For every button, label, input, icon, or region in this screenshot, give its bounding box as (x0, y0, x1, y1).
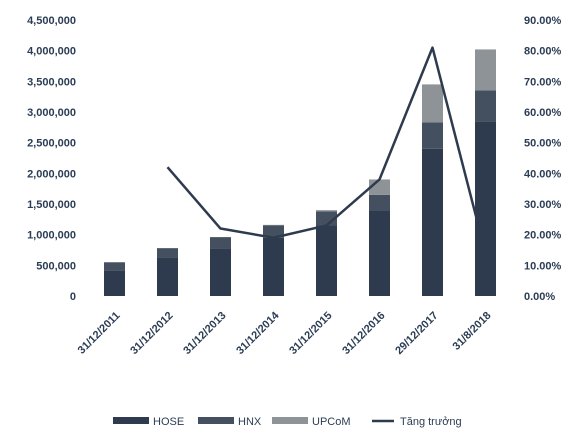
category-label: 31/12/2013 (181, 310, 228, 357)
category-label: 31/12/2012 (128, 310, 175, 357)
category-label: 31/12/2014 (234, 309, 282, 357)
bar-upcom (316, 210, 337, 212)
legend-swatch-hnx (198, 417, 234, 424)
left-tick-label: 4,000,000 (27, 46, 76, 58)
right-tick-label: 60.00% (524, 107, 562, 119)
bar-hose (475, 121, 496, 296)
right-tick-label: 20.00% (524, 230, 562, 242)
right-tick-label: 70.00% (524, 76, 562, 88)
left-tick-label: 3,000,000 (27, 107, 76, 119)
category-label: 31/12/2016 (340, 310, 387, 357)
category-label: 31/12/2011 (76, 310, 123, 357)
right-tick-label: 0.00% (524, 291, 555, 303)
growth-line (166, 46, 487, 254)
left-tick-label: 1,500,000 (27, 199, 76, 211)
bar-hnx (210, 237, 231, 249)
bar-hnx (157, 248, 178, 258)
bar-hnx (369, 194, 390, 211)
right-axis: 0.00% 10.00% 20.00% 30.00% 40.00% 50.00% 60.00… (524, 15, 562, 303)
legend-label: UPCoM (312, 416, 351, 428)
category-label: 31/8/2018 (451, 310, 494, 353)
left-tick-label: 500,000 (36, 260, 76, 272)
left-tick-label: 4,500,000 (27, 15, 76, 27)
left-tick-label: 0 (70, 291, 76, 303)
bar-hnx (104, 262, 125, 271)
bar-upcom (422, 84, 443, 123)
right-tick-label: 90.00% (524, 15, 562, 27)
bar-upcom (263, 224, 284, 226)
right-tick-label: 50.00% (524, 138, 562, 150)
legend-label: Tăng trưởng (400, 416, 462, 428)
bar-hose (157, 257, 178, 296)
right-tick-label: 10.00% (524, 260, 562, 272)
bar-hnx (422, 122, 443, 149)
right-tick-label: 40.00% (524, 168, 562, 180)
left-axis: 0 500,000 1,000,000 1,500,000 2,000,000 2,500… (27, 15, 76, 303)
legend-swatch-upcom (272, 417, 308, 424)
bar-hnx (263, 225, 284, 238)
bar-hose (422, 148, 443, 296)
bar-hose (104, 270, 125, 296)
bar-hose (369, 210, 390, 296)
left-tick-label: 2,000,000 (27, 168, 76, 180)
category-labels: 31/12/2011 31/12/2012 31/12/2013 31/12/2014… (76, 309, 494, 357)
legend-label: HNX (238, 416, 262, 428)
bar-hose (210, 248, 231, 296)
bars (104, 49, 496, 296)
left-tick-label: 1,000,000 (27, 230, 76, 242)
bar-hose (263, 237, 284, 296)
legend-swatch-hose (113, 417, 149, 424)
left-tick-label: 3,500,000 (27, 76, 76, 88)
growth-line-path (166, 46, 487, 254)
bar-hose (316, 225, 337, 296)
category-label: 29/12/2017 (393, 310, 440, 357)
right-tick-label: 30.00% (524, 199, 562, 211)
left-tick-label: 2,500,000 (27, 138, 76, 150)
bar-upcom (475, 49, 496, 91)
legend-label: HOSE (153, 416, 184, 428)
bar-hnx (475, 90, 496, 122)
category-label: 31/12/2015 (287, 310, 334, 357)
legend: HOSE HNX UPCoM Tăng trưởng (113, 416, 462, 428)
right-tick-label: 80.00% (524, 46, 562, 58)
